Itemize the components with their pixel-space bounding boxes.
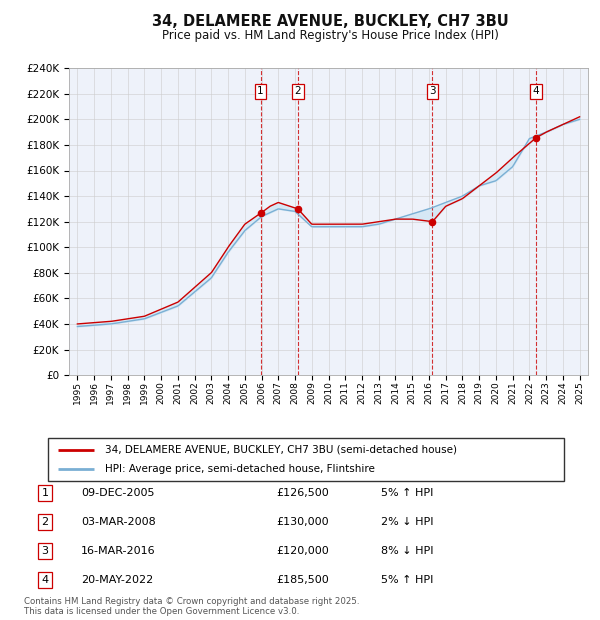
Text: £185,500: £185,500 [276, 575, 329, 585]
Text: 20-MAY-2022: 20-MAY-2022 [81, 575, 153, 585]
Text: 34, DELAMERE AVENUE, BUCKLEY, CH7 3BU: 34, DELAMERE AVENUE, BUCKLEY, CH7 3BU [152, 14, 508, 29]
Text: 8% ↓ HPI: 8% ↓ HPI [381, 546, 433, 556]
Point [428, 216, 437, 226]
Text: 16-MAR-2016: 16-MAR-2016 [81, 546, 155, 556]
Text: 09-DEC-2005: 09-DEC-2005 [81, 488, 155, 498]
Text: Contains HM Land Registry data © Crown copyright and database right 2025.: Contains HM Land Registry data © Crown c… [24, 597, 359, 606]
Text: 34, DELAMERE AVENUE, BUCKLEY, CH7 3BU (semi-detached house): 34, DELAMERE AVENUE, BUCKLEY, CH7 3BU (s… [105, 445, 457, 454]
Text: 1: 1 [257, 86, 264, 96]
Text: 5% ↑ HPI: 5% ↑ HPI [381, 488, 433, 498]
Text: 3: 3 [429, 86, 436, 96]
FancyBboxPatch shape [48, 438, 564, 480]
Text: £126,500: £126,500 [276, 488, 329, 498]
Text: 3: 3 [41, 546, 49, 556]
Text: £120,000: £120,000 [276, 546, 329, 556]
Text: 1: 1 [41, 488, 49, 498]
Text: 03-MAR-2008: 03-MAR-2008 [81, 517, 156, 527]
Point [256, 208, 265, 218]
Text: 2: 2 [295, 86, 301, 96]
Text: HPI: Average price, semi-detached house, Flintshire: HPI: Average price, semi-detached house,… [105, 464, 374, 474]
Point [531, 133, 541, 143]
Text: Price paid vs. HM Land Registry's House Price Index (HPI): Price paid vs. HM Land Registry's House … [161, 30, 499, 42]
Point [293, 204, 302, 214]
Text: £130,000: £130,000 [276, 517, 329, 527]
Text: 2% ↓ HPI: 2% ↓ HPI [381, 517, 433, 527]
Text: This data is licensed under the Open Government Licence v3.0.: This data is licensed under the Open Gov… [24, 607, 299, 616]
Text: 4: 4 [41, 575, 49, 585]
Text: 5% ↑ HPI: 5% ↑ HPI [381, 575, 433, 585]
Text: 2: 2 [41, 517, 49, 527]
Text: 4: 4 [532, 86, 539, 96]
